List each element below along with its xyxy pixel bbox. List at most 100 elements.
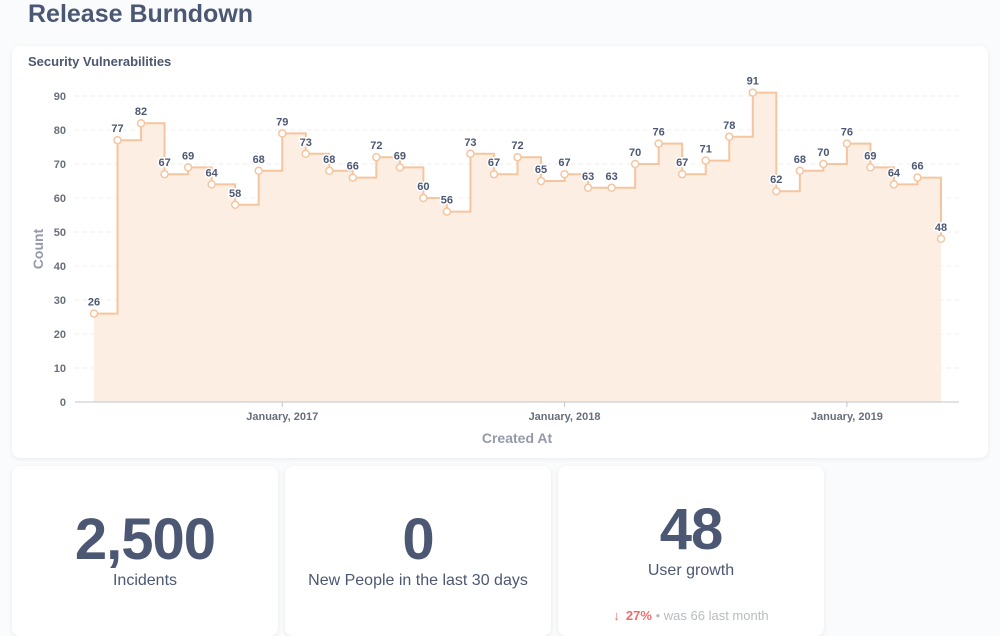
data-point[interactable] — [183, 163, 193, 172]
arrow-down-icon: ↓ — [613, 608, 620, 623]
data-point[interactable] — [301, 149, 310, 159]
data-label: 91 — [747, 76, 759, 88]
user-growth-value: 48 — [659, 497, 724, 562]
y-tick-label: 30 — [54, 295, 66, 307]
data-label: 62 — [770, 174, 782, 186]
data-point[interactable] — [560, 169, 569, 179]
data-point[interactable] — [395, 163, 405, 172]
y-tick-label: 70 — [54, 159, 66, 171]
data-label: 63 — [605, 171, 617, 183]
trend-previous-value: 66 — [690, 608, 705, 623]
y-tick-label: 40 — [54, 261, 66, 273]
trend-percent: 27% — [625, 608, 652, 623]
data-point[interactable] — [348, 173, 358, 182]
data-label: 67 — [158, 157, 170, 169]
user-growth-label[interactable]: User growth — [647, 562, 735, 579]
incidents-label[interactable]: Incidents — [112, 572, 178, 589]
user-growth-trend: ↓ 27% • was 66 last month — [558, 608, 824, 623]
data-point[interactable] — [466, 149, 475, 159]
data-label: 26 — [88, 297, 100, 309]
y-tick-label: 20 — [54, 329, 66, 341]
data-point[interactable] — [654, 139, 663, 148]
data-label: 56 — [441, 195, 453, 207]
data-point[interactable] — [936, 234, 946, 244]
new-people-label[interactable]: New People in the last 30 days — [308, 572, 528, 589]
data-label: 73 — [300, 137, 312, 149]
y-axis-title: Count — [30, 228, 46, 269]
data-point[interactable] — [160, 169, 169, 179]
y-tick-label: 80 — [54, 125, 66, 137]
data-label: 66 — [911, 161, 923, 173]
trend-period: last month — [708, 608, 769, 623]
y-tick-label: 0 — [60, 397, 66, 409]
data-label: 82 — [135, 106, 147, 118]
data-point[interactable] — [489, 169, 499, 179]
data-point[interactable] — [136, 118, 146, 128]
data-point[interactable] — [254, 166, 263, 176]
data-point[interactable] — [113, 135, 122, 145]
incidents-value: 2,500 — [74, 507, 216, 572]
incidents-card[interactable]: 2,500 Incidents — [12, 466, 278, 636]
y-tick-label: 50 — [54, 227, 66, 239]
data-point[interactable] — [842, 139, 852, 148]
data-point[interactable] — [913, 173, 922, 182]
page-title: Release Burndown — [28, 0, 254, 28]
user-growth-card[interactable]: 48 User growth ↓ 27% • was 66 last month — [558, 466, 824, 636]
new-people-value: 0 — [402, 507, 434, 572]
data-point[interactable] — [442, 207, 452, 216]
data-point[interactable] — [583, 183, 593, 193]
data-label: 77 — [111, 123, 123, 135]
trend-separator: • — [655, 608, 661, 623]
data-point[interactable] — [207, 180, 216, 189]
x-axis-title: Created At — [482, 430, 553, 446]
data-label: 70 — [817, 147, 829, 159]
data-label: 67 — [488, 157, 500, 169]
data-point[interactable] — [513, 152, 522, 162]
data-point[interactable] — [536, 176, 546, 186]
data-label: 76 — [653, 127, 665, 139]
data-label: 64 — [888, 167, 901, 179]
data-label: 79 — [276, 116, 288, 128]
chart-title[interactable]: Security Vulnerabilities — [28, 54, 172, 69]
data-point[interactable] — [748, 88, 758, 97]
data-label: 72 — [370, 140, 382, 152]
data-label: 58 — [229, 188, 241, 200]
data-point[interactable] — [889, 180, 899, 189]
data-point[interactable] — [701, 156, 710, 165]
data-label: 67 — [676, 157, 688, 169]
data-point[interactable] — [89, 309, 99, 318]
data-point[interactable] — [677, 169, 687, 179]
data-label: 71 — [700, 144, 712, 156]
trend-was-label: was — [663, 608, 687, 623]
data-point[interactable] — [607, 183, 616, 193]
data-label: 70 — [629, 147, 641, 159]
y-tick-label: 10 — [54, 363, 66, 375]
data-label: 68 — [794, 154, 806, 166]
data-point[interactable] — [630, 159, 640, 169]
data-label: 69 — [864, 150, 876, 162]
data-label: 73 — [464, 137, 476, 149]
data-label: 69 — [182, 150, 194, 162]
data-point[interactable] — [325, 166, 334, 176]
data-label: 65 — [535, 164, 547, 176]
data-label: 64 — [206, 167, 219, 179]
data-point[interactable] — [372, 152, 381, 162]
data-point[interactable] — [772, 186, 781, 196]
new-people-card[interactable]: 0 New People in the last 30 days — [285, 466, 551, 636]
data-label: 69 — [394, 150, 406, 162]
data-point[interactable] — [866, 163, 875, 172]
data-point[interactable] — [725, 132, 734, 142]
data-label: 66 — [347, 161, 359, 173]
data-label: 63 — [582, 171, 594, 183]
chart-card[interactable]: Security Vulnerabilities 0 10 20 30 40 50 60 70… — [12, 46, 988, 458]
data-point[interactable] — [419, 193, 428, 203]
data-point[interactable] — [277, 129, 287, 138]
area-fill — [94, 92, 941, 402]
data-label: 68 — [253, 154, 265, 166]
data-label: 76 — [841, 127, 853, 139]
data-point[interactable] — [795, 166, 805, 176]
x-tick-label: January, 2019 — [811, 411, 883, 423]
data-point[interactable] — [230, 200, 240, 210]
data-point[interactable] — [819, 159, 828, 169]
x-tick-label: January, 2017 — [246, 411, 318, 423]
